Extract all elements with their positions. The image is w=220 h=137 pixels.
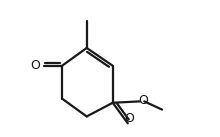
Text: O: O: [124, 112, 134, 125]
Text: O: O: [30, 59, 40, 72]
Text: O: O: [139, 94, 148, 106]
